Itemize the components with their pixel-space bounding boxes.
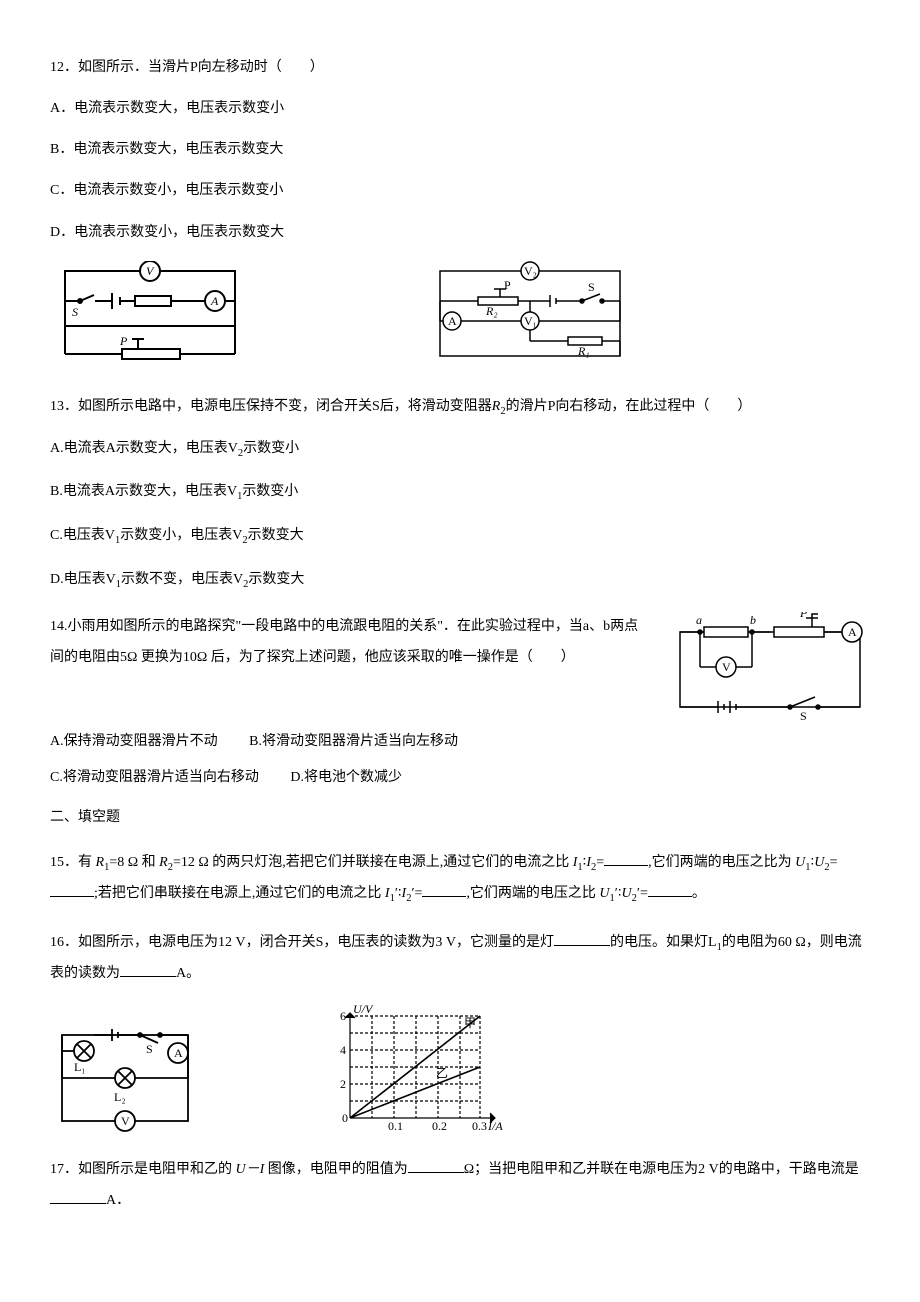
- q12-opt-b: B．电流表示数变大，电压表示数变大: [50, 137, 870, 162]
- graph-ytick-2: 4: [340, 1043, 346, 1057]
- fig14-a-label: a: [696, 613, 702, 627]
- fig13-r1-label: R₁: [577, 344, 590, 358]
- q14-opt-d: D.将电池个数减少: [290, 770, 402, 785]
- q12-opt-c: C．电流表示数变小，电压表示数变小: [50, 178, 870, 203]
- fig13-v1-label: V₁: [524, 314, 537, 328]
- q12-figures: P V A S: [50, 261, 870, 371]
- q13-opt-a: A.电流表A示数变大，电压表V2示数变小: [50, 436, 870, 464]
- q13-stem: 13．如图所示电路中，电源电压保持不变，闭合开关S后，将滑动变阻器R2的滑片P向…: [50, 393, 870, 422]
- blank: [604, 852, 648, 866]
- fig14-switch-label: S: [800, 709, 807, 722]
- fig12a-s-label: S: [72, 305, 78, 319]
- q13-opt-c: C.电压表V1示数变小，电压表V2示数变大: [50, 523, 870, 551]
- fig13-v2-label: V₂: [524, 264, 537, 278]
- figure-16a: L₁ L₂ S A V: [50, 1023, 200, 1133]
- graph-ytick-1: 2: [340, 1077, 346, 1091]
- blank: [120, 963, 176, 977]
- fig16a-a-label: A: [174, 1046, 183, 1060]
- fig16a-s-label: S: [146, 1042, 153, 1056]
- figure-16b-graph: 0 0.1 0.2 0.3 2 4 6 U/V I/A 甲 乙: [320, 1003, 510, 1133]
- blank: [50, 883, 94, 897]
- fig14-p-label: P: [799, 612, 808, 620]
- fig14-voltmeter-label: V: [722, 660, 731, 674]
- fig13-s-label: S: [588, 280, 595, 294]
- graph-label-jia: 甲: [464, 1016, 476, 1030]
- q14-opt-c: C.将滑动变阻器滑片适当向右移动: [50, 770, 259, 785]
- fig16a-l1-label: L₁: [74, 1060, 86, 1074]
- graph-xtick-1: 0.1: [388, 1119, 403, 1133]
- question-12: 12．如图所示．当滑片P向左移动时（ ） A．电流表示数变大，电压表示数变小 B…: [50, 54, 870, 371]
- q16-text: 16．如图所示，电源电压为12 V，闭合开关S，电压表的读数为3 V，它测量的是…: [50, 928, 870, 990]
- q12-opt-a: A．电流表示数变大，电压表示数变小: [50, 96, 870, 121]
- fig14-b-label: b: [750, 613, 756, 627]
- figure-14: a b P A V S: [670, 612, 870, 722]
- q14-opt-a: A.保持滑动变阻器滑片不动: [50, 734, 218, 749]
- q12-opt-d: D．电流表示数变小，电压表示数变大: [50, 220, 870, 245]
- fig13-r2-label: R₂: [485, 304, 498, 318]
- graph-label-yi: 乙: [436, 1066, 448, 1080]
- question-16: 16．如图所示，电源电压为12 V，闭合开关S，电压表的读数为3 V，它测量的是…: [50, 928, 870, 1134]
- blank: [648, 883, 692, 897]
- section-2-title: 二、填空题: [50, 807, 870, 829]
- q13-opt-b: B.电流表A示数变大，电压表V1示数变小: [50, 479, 870, 507]
- question-17: 17．如图所示是电阻甲和乙的 U－I 图像，电阻甲的阻值为Ω；当把电阻甲和乙并联…: [50, 1155, 870, 1217]
- fig16a-v-label: V: [121, 1114, 130, 1128]
- fig12a-a-label: A: [210, 294, 219, 308]
- graph-xtick-3: 0.3: [472, 1119, 487, 1133]
- fig16a-l2-label: L₂: [114, 1090, 126, 1104]
- question-13: 13．如图所示电路中，电源电压保持不变，闭合开关S后，将滑动变阻器R2的滑片P向…: [50, 393, 870, 595]
- figure-13: V₂ V₁ A R₂ R₁ S P: [430, 261, 630, 371]
- q17-text: 17．如图所示是电阻甲和乙的 U－I 图像，电阻甲的阻值为Ω；当把电阻甲和乙并联…: [50, 1155, 870, 1217]
- graph-xtick-2: 0.2: [432, 1119, 447, 1133]
- q12-stem: 12．如图所示．当滑片P向左移动时（ ）: [50, 54, 870, 82]
- fig12a-p-label: P: [119, 334, 128, 348]
- blank: [408, 1159, 464, 1173]
- q14-stem: 14.小雨用如图所示的电路探究"一段电路中的电流跟电阻的关系"．在此实验过程中，…: [50, 612, 652, 674]
- q14-opts-row2: C.将滑动变阻器滑片适当向右移动 D.将电池个数减少: [50, 767, 870, 789]
- question-15: 15．有 R1=8 Ω 和 R2=12 Ω 的两只灯泡,若把它们并联接在电源上,…: [50, 848, 870, 910]
- q13-opt-d: D.电压表V1示数不变，电压表V2示数变大: [50, 567, 870, 595]
- fig14-ammeter-label: A: [848, 625, 857, 639]
- blank: [422, 883, 466, 897]
- figure-12a: P V A S: [50, 261, 250, 371]
- blank: [554, 932, 610, 946]
- q14-opt-b: B.将滑动变阻器滑片适当向左移动: [249, 734, 458, 749]
- fig13-p-label: P: [504, 278, 511, 292]
- graph-ylabel: U/V: [353, 1003, 374, 1016]
- question-14: 14.小雨用如图所示的电路探究"一段电路中的电流跟电阻的关系"．在此实验过程中，…: [50, 612, 870, 789]
- q15-text: 15．有 R1=8 Ω 和 R2=12 Ω 的两只灯泡,若把它们并联接在电源上,…: [50, 848, 870, 910]
- blank: [50, 1190, 106, 1204]
- q14-opts-row1: A.保持滑动变阻器滑片不动 B.将滑动变阻器滑片适当向左移动: [50, 731, 870, 753]
- graph-origin: 0: [342, 1111, 348, 1125]
- graph-xlabel: I/A: [487, 1119, 503, 1133]
- graph-ytick-3: 6: [340, 1009, 346, 1023]
- fig13-a-label: A: [448, 314, 457, 328]
- q16-figures: L₁ L₂ S A V: [50, 1003, 870, 1133]
